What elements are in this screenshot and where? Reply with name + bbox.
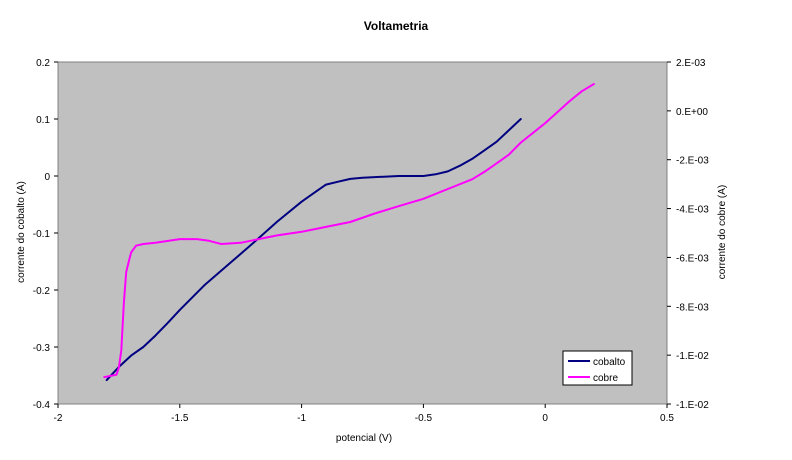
x-tick-label: 0.5	[660, 413, 674, 424]
x-axis-ticks: -2 -1.5 -1 -0.5 0 0.5	[54, 404, 674, 424]
y-right-tick-label: -6.E-03	[676, 253, 709, 264]
y-right-axis-ticks: 2.E-03 0.E+00 -2.E-03 -4.E-03 -6.E-03 -8.E-03…	[667, 58, 709, 411]
series-line-cobre	[103, 83, 595, 379]
legend: cobalto cobre	[562, 350, 633, 386]
y-right-tick-label: -4.E-03	[676, 205, 709, 216]
x-tick-label: -1.5	[171, 413, 189, 424]
series-line-cobalto	[105, 118, 522, 382]
x-axis-label: potencial (V)	[336, 433, 392, 444]
y-right-tick-label: -8.E-03	[676, 302, 709, 313]
legend-label-cobre: cobre	[593, 373, 618, 384]
x-tick-label: -1	[297, 413, 306, 424]
y-left-axis-label: corrente do cobalto (A)	[16, 181, 27, 283]
y-left-tick-label: 0.2	[36, 58, 50, 69]
series-layer	[103, 83, 595, 382]
y-right-tick-label: 0.E+00	[676, 107, 708, 118]
chart-title: Voltametria	[364, 19, 429, 33]
legend-box	[562, 350, 633, 386]
y-left-tick-label: -0.2	[33, 286, 51, 297]
x-tick-label: -2	[54, 413, 63, 424]
y-left-axis-ticks: 0.2 0.1 0 -0.1 -0.2 -0.3 -0.4	[33, 58, 58, 411]
plot-area	[57, 61, 668, 405]
x-tick-label: -0.5	[415, 413, 433, 424]
y-left-tick-label: -0.4	[33, 400, 51, 411]
y-right-tick-label: -1.E-02	[676, 400, 709, 411]
y-right-tick-label: -1.E-02	[676, 351, 709, 362]
y-left-tick-label: 0	[44, 172, 50, 183]
y-right-axis-label: corrente do cobre (A)	[717, 185, 728, 280]
y-right-tick-label: -2.E-03	[676, 156, 709, 167]
y-left-tick-label: 0.1	[36, 115, 50, 126]
x-tick-label: 0	[542, 413, 548, 424]
y-right-tick-label: 2.E-03	[676, 58, 706, 69]
y-left-tick-label: -0.3	[33, 343, 51, 354]
legend-label-cobalto: cobalto	[593, 357, 626, 368]
y-left-tick-label: -0.1	[33, 229, 51, 240]
